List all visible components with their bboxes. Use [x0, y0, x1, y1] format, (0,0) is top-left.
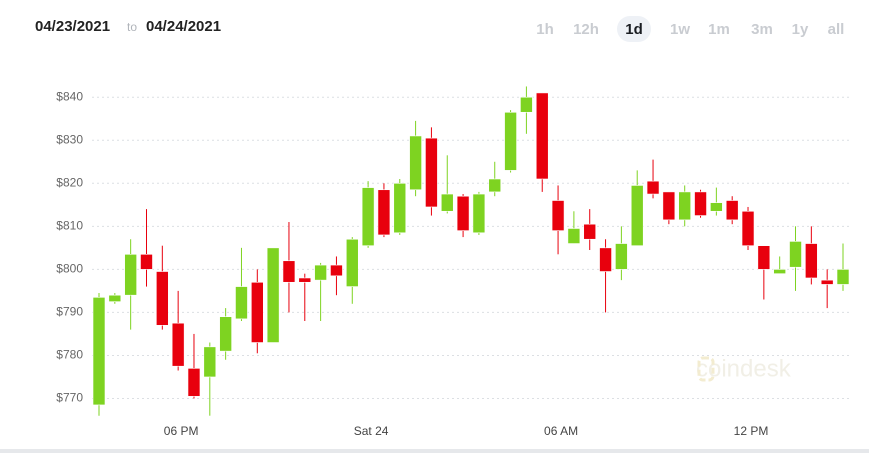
range-tab[interactable]: all	[828, 21, 845, 38]
candle-body	[124, 254, 137, 296]
range-tab[interactable]: 1d	[625, 21, 643, 38]
y-tick-label: $820	[56, 175, 83, 189]
candle-body	[630, 185, 644, 246]
candle-body	[440, 193, 454, 212]
candle-body	[820, 279, 834, 285]
candle-body	[757, 245, 771, 270]
x-tick-label: 06 AM	[544, 424, 578, 438]
candle-body	[488, 178, 502, 193]
candle-body	[377, 189, 391, 236]
y-tick-label: $840	[56, 89, 83, 103]
candle-body	[662, 191, 676, 221]
y-tick-label: $800	[56, 262, 83, 276]
date-from: 04/23/2021	[35, 18, 110, 35]
candle-body	[108, 294, 122, 302]
candle-body	[250, 281, 264, 343]
candle-body	[615, 243, 628, 270]
date-to: 04/24/2021	[146, 18, 221, 35]
candle-body	[583, 223, 597, 240]
range-tab[interactable]: 1h	[536, 21, 554, 38]
y-tick-label: $810	[56, 219, 83, 233]
candle-body	[92, 297, 106, 406]
candle-body	[646, 180, 660, 195]
candle-body	[741, 210, 755, 246]
candle-body	[187, 368, 201, 397]
x-tick-label: 12 PM	[734, 424, 769, 438]
y-tick-label: $770	[56, 391, 83, 405]
y-tick-label: $790	[56, 305, 83, 319]
candle-body	[567, 228, 581, 244]
watermark-logo	[697, 356, 715, 382]
candle-body	[535, 92, 549, 180]
y-tick-label: $830	[56, 132, 83, 146]
candle-body	[520, 96, 533, 113]
candle-body	[773, 269, 786, 274]
candle-body	[472, 193, 486, 234]
candle-body	[314, 264, 327, 281]
candle-body	[678, 191, 692, 221]
candle-body	[694, 191, 707, 216]
candle-body	[599, 247, 612, 272]
range-tab[interactable]: 12h	[573, 21, 599, 38]
range-tab[interactable]: 1w	[670, 21, 690, 38]
candle-body	[393, 182, 407, 234]
candle-body	[425, 137, 438, 208]
range-tab[interactable]: 1y	[792, 21, 809, 38]
candle-body	[298, 277, 312, 283]
range-tab-bg	[617, 16, 651, 42]
candle-body	[789, 241, 802, 268]
x-tick-label: Sat 24	[354, 424, 389, 438]
candle-body	[266, 247, 280, 343]
candle-body	[836, 269, 850, 285]
range-tab[interactable]: 3m	[751, 21, 773, 38]
candle-body	[203, 346, 217, 378]
candle-body	[710, 202, 723, 212]
candle-body	[330, 264, 343, 277]
y-tick-label: $780	[56, 348, 83, 362]
candle-body	[345, 238, 359, 287]
candle-body	[219, 316, 232, 352]
candle-body	[551, 200, 565, 231]
candle-body	[156, 271, 169, 326]
candle-body	[171, 322, 185, 367]
date-to-word: to	[127, 20, 137, 34]
candle-body	[235, 286, 248, 320]
candle-body	[725, 200, 739, 221]
candle-body	[282, 260, 296, 283]
x-tick-label: 06 PM	[164, 424, 199, 438]
candle-body	[140, 254, 153, 270]
range-tab[interactable]: 1m	[708, 21, 730, 38]
candle-body	[805, 243, 818, 279]
candle-body	[409, 135, 422, 191]
candle-body	[456, 195, 470, 231]
candle-body	[361, 187, 375, 246]
candle-body	[504, 111, 517, 171]
